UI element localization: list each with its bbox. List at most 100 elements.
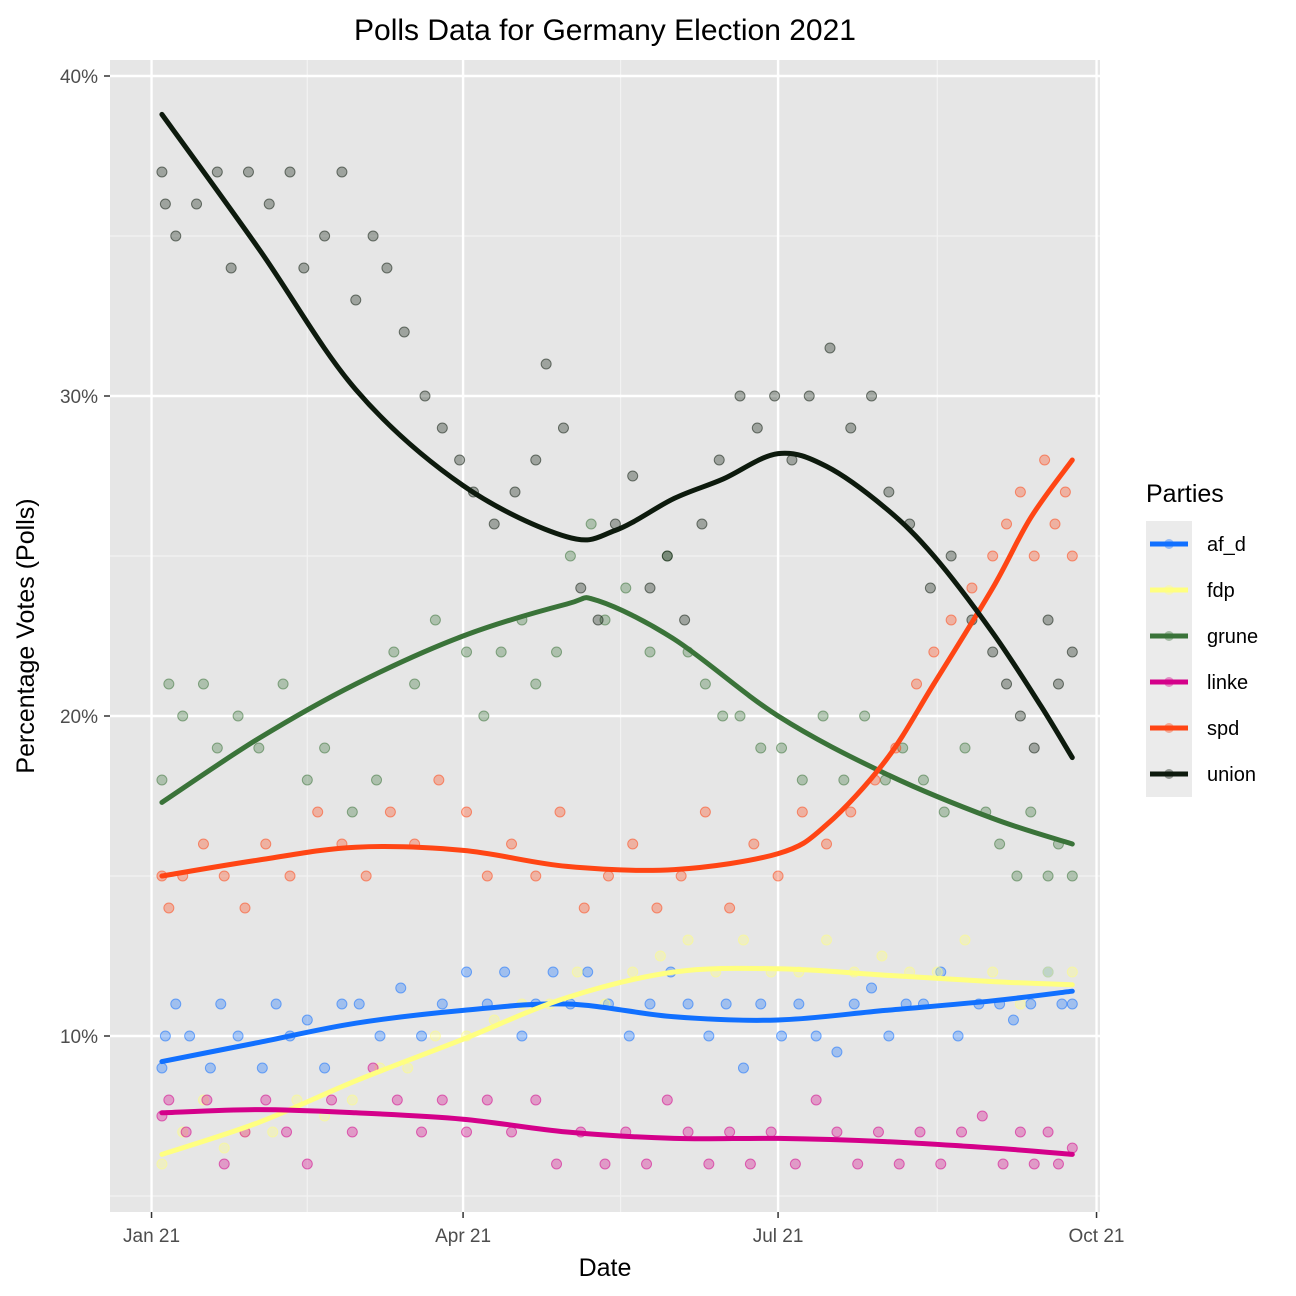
grune-point <box>429 614 441 626</box>
grune-point <box>699 678 711 690</box>
union-point <box>509 486 521 498</box>
spd-point <box>260 838 272 850</box>
af_d-point <box>883 1030 895 1042</box>
legend-label: af_d <box>1207 534 1246 556</box>
fdp-point <box>1066 966 1078 978</box>
grune-point <box>301 774 313 786</box>
linke-point <box>461 1126 473 1138</box>
af_d-point <box>848 998 860 1010</box>
union-point <box>284 166 296 178</box>
union-point <box>866 390 878 402</box>
union-point <box>336 166 348 178</box>
union-point <box>242 166 254 178</box>
union-point <box>644 582 656 594</box>
grune-point <box>585 518 597 530</box>
linke-point <box>218 1158 230 1170</box>
linke-point <box>530 1094 542 1106</box>
union-point <box>661 550 673 562</box>
union-point <box>398 326 410 338</box>
union-point <box>1042 614 1054 626</box>
af_d-point <box>336 998 348 1010</box>
af_d-point <box>737 1062 749 1074</box>
af_d-point <box>461 966 473 978</box>
linke-point <box>599 1158 611 1170</box>
linke-point <box>281 1126 293 1138</box>
linke-point <box>1042 1126 1054 1138</box>
legend-label: grune <box>1207 626 1258 648</box>
spd-point <box>928 646 940 658</box>
linke-point <box>1052 1158 1064 1170</box>
grune-point <box>564 550 576 562</box>
af_d-point <box>1025 998 1037 1010</box>
fdp-point <box>959 934 971 946</box>
plot-panel <box>110 60 1100 1212</box>
linke-point <box>260 1094 272 1106</box>
spd-point <box>845 806 857 818</box>
spd-trend-line <box>159 457 1075 879</box>
union-point <box>1066 646 1078 658</box>
union-point <box>575 582 587 594</box>
linke-point <box>1014 1126 1026 1138</box>
spd-point <box>699 806 711 818</box>
af_d-point <box>1066 998 1078 1010</box>
spd-point <box>1014 486 1026 498</box>
grune-point <box>734 710 746 722</box>
grune-point <box>197 678 209 690</box>
grune-point <box>232 710 244 722</box>
af_d-point <box>866 982 878 994</box>
linke-point <box>997 1158 1009 1170</box>
x-tick-label: Jan 21 <box>123 1226 180 1247</box>
union-point <box>540 358 552 370</box>
linke-point <box>641 1158 653 1170</box>
linke-point <box>1066 1142 1078 1154</box>
union-point <box>987 646 999 658</box>
af_d-point <box>159 1030 171 1042</box>
grune-point <box>938 806 950 818</box>
legend-key-point <box>1164 723 1174 733</box>
union-point <box>419 390 431 402</box>
af_d-point <box>516 1030 528 1042</box>
spd-point <box>1059 486 1071 498</box>
grune-point <box>163 678 175 690</box>
grune-point <box>717 710 729 722</box>
legend-label: linke <box>1207 672 1248 694</box>
fdp-point <box>346 1094 358 1106</box>
union-point <box>1028 742 1040 754</box>
fdp-point <box>267 1126 279 1138</box>
linke-point <box>506 1126 518 1138</box>
legend-key-point <box>1164 585 1174 595</box>
union-point <box>803 390 815 402</box>
linke-point <box>416 1126 428 1138</box>
union-point <box>627 470 639 482</box>
spd-point <box>1028 550 1040 562</box>
spd-point <box>481 870 493 882</box>
af_d-point <box>1056 998 1068 1010</box>
y-tick-label: 40% <box>60 67 98 88</box>
spd-point <box>1066 550 1078 562</box>
union-point <box>454 454 466 466</box>
grune-trend-line <box>159 595 1075 847</box>
grune-point <box>755 742 767 754</box>
grune-point <box>277 678 289 690</box>
spd-point <box>1039 454 1051 466</box>
spd-point <box>1049 518 1061 530</box>
fdp-point <box>987 966 999 978</box>
af_d-point <box>682 998 694 1010</box>
grune-point <box>319 742 331 754</box>
linke-point <box>810 1094 822 1106</box>
linke-point <box>301 1158 313 1170</box>
union-point <box>488 518 500 530</box>
af_d-point <box>232 1030 244 1042</box>
linke-point <box>976 1110 988 1122</box>
union-point <box>557 422 569 434</box>
grune-point <box>994 838 1006 850</box>
y-tick-label: 20% <box>60 707 98 728</box>
grune-point <box>156 774 168 786</box>
x-tick-label: Apr 21 <box>435 1226 491 1247</box>
union-point <box>945 550 957 562</box>
grune-point <box>1066 870 1078 882</box>
y-tick-label: 10% <box>60 1027 98 1048</box>
linke-point <box>661 1094 673 1106</box>
grune-point <box>495 646 507 658</box>
spd-point <box>530 870 542 882</box>
